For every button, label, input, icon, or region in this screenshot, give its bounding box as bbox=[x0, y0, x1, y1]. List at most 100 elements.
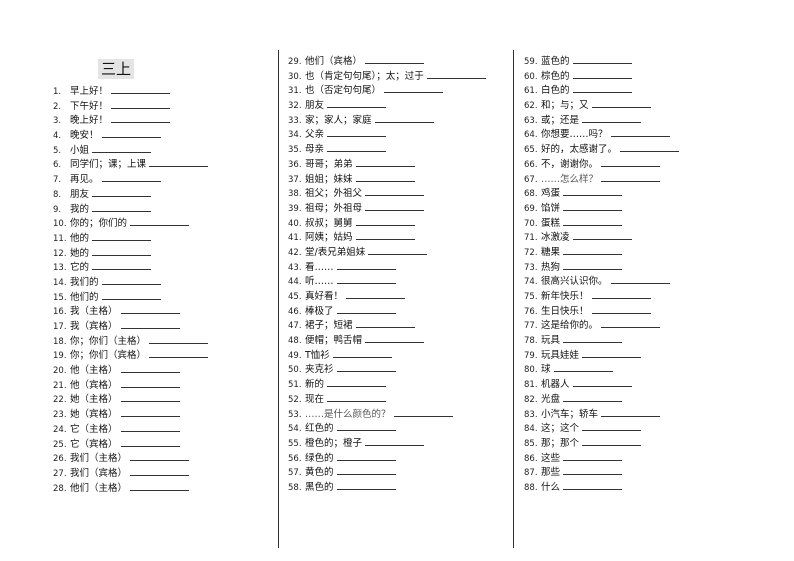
answer-blank[interactable] bbox=[563, 216, 623, 226]
answer-blank[interactable] bbox=[365, 436, 425, 446]
answer-blank[interactable] bbox=[601, 318, 661, 329]
column-2: 29. 他们（宾格） 30. 也（肯定句句尾）；太；过于 31. 也（否定句句尾） 32. 朋… bbox=[288, 54, 486, 495]
answer-blank[interactable] bbox=[130, 451, 190, 462]
answer-blank[interactable] bbox=[572, 230, 632, 241]
answer-blank[interactable] bbox=[572, 377, 632, 388]
answer-blank[interactable] bbox=[336, 362, 396, 373]
answer-blank[interactable] bbox=[582, 436, 642, 446]
answer-blank[interactable] bbox=[355, 157, 415, 167]
answer-blank[interactable] bbox=[92, 187, 152, 197]
answer-blank[interactable] bbox=[355, 172, 415, 182]
answer-blank[interactable] bbox=[563, 451, 623, 461]
answer-blank[interactable] bbox=[120, 392, 180, 403]
answer-blank[interactable] bbox=[368, 245, 428, 255]
answer-blank[interactable] bbox=[130, 466, 190, 476]
answer-blank[interactable] bbox=[582, 113, 642, 123]
answer-blank[interactable] bbox=[563, 480, 623, 490]
answer-blank[interactable] bbox=[591, 289, 651, 299]
answer-blank[interactable] bbox=[582, 348, 642, 358]
answer-blank[interactable] bbox=[149, 348, 209, 359]
answer-blank[interactable] bbox=[563, 392, 623, 402]
answer-blank[interactable] bbox=[355, 230, 415, 241]
answer-blank[interactable] bbox=[572, 83, 632, 94]
vocab-item: 38. 祖父；外祖父 bbox=[288, 186, 486, 201]
answer-blank[interactable] bbox=[92, 246, 152, 256]
answer-blank[interactable] bbox=[563, 333, 623, 344]
answer-blank[interactable] bbox=[92, 260, 152, 271]
item-number: 48. bbox=[288, 336, 302, 347]
answer-blank[interactable] bbox=[92, 143, 152, 153]
answer-blank[interactable] bbox=[601, 157, 661, 167]
item-prompt: 她（宾格） bbox=[70, 409, 118, 421]
answer-blank[interactable] bbox=[130, 216, 190, 227]
answer-blank[interactable] bbox=[327, 142, 387, 153]
answer-blank[interactable] bbox=[120, 437, 180, 447]
answer-blank[interactable] bbox=[332, 348, 392, 358]
answer-blank[interactable] bbox=[346, 289, 406, 299]
answer-blank[interactable] bbox=[365, 186, 425, 197]
answer-blank[interactable] bbox=[101, 128, 161, 139]
item-prompt: 黑色的 bbox=[305, 481, 334, 493]
answer-blank[interactable] bbox=[327, 127, 387, 138]
answer-blank[interactable] bbox=[365, 201, 425, 211]
answer-blank[interactable] bbox=[336, 465, 396, 476]
vocab-item: 46. 棒极了 bbox=[288, 304, 486, 319]
answer-blank[interactable] bbox=[120, 422, 180, 432]
answer-blank[interactable] bbox=[601, 407, 661, 417]
answer-blank[interactable] bbox=[336, 260, 396, 270]
answer-blank[interactable] bbox=[120, 304, 180, 315]
item-number: 68. bbox=[524, 189, 538, 200]
answer-blank[interactable] bbox=[384, 83, 444, 94]
answer-blank[interactable] bbox=[563, 465, 623, 476]
answer-blank[interactable] bbox=[365, 54, 425, 64]
answer-blank[interactable] bbox=[120, 319, 180, 329]
answer-blank[interactable] bbox=[327, 98, 387, 109]
answer-blank[interactable] bbox=[610, 274, 670, 285]
answer-blank[interactable] bbox=[336, 304, 396, 314]
answer-blank[interactable] bbox=[92, 231, 152, 241]
answer-blank[interactable] bbox=[563, 201, 623, 211]
item-prompt: 祖父；外祖父 bbox=[305, 188, 363, 200]
answer-blank[interactable] bbox=[610, 127, 670, 138]
answer-blank[interactable] bbox=[620, 142, 680, 153]
answer-blank[interactable] bbox=[111, 99, 171, 109]
answer-blank[interactable] bbox=[120, 378, 180, 388]
answer-blank[interactable] bbox=[601, 172, 661, 182]
answer-blank[interactable] bbox=[327, 392, 387, 402]
answer-blank[interactable] bbox=[563, 260, 623, 270]
answer-blank[interactable] bbox=[149, 157, 209, 168]
answer-blank[interactable] bbox=[572, 69, 632, 79]
answer-blank[interactable] bbox=[120, 407, 180, 418]
answer-blank[interactable] bbox=[336, 274, 396, 285]
answer-blank[interactable] bbox=[130, 481, 190, 491]
item-prompt: 母亲 bbox=[305, 144, 325, 156]
answer-blank[interactable] bbox=[101, 275, 161, 285]
answer-blank[interactable] bbox=[374, 113, 434, 123]
answer-blank[interactable] bbox=[111, 84, 171, 94]
answer-blank[interactable] bbox=[149, 334, 209, 344]
answer-blank[interactable] bbox=[92, 202, 152, 212]
answer-blank[interactable] bbox=[582, 421, 642, 432]
answer-blank[interactable] bbox=[111, 113, 171, 124]
answer-blank[interactable] bbox=[591, 304, 651, 314]
answer-blank[interactable] bbox=[101, 172, 161, 183]
answer-blank[interactable] bbox=[563, 245, 623, 255]
answer-blank[interactable] bbox=[365, 333, 425, 344]
answer-blank[interactable] bbox=[336, 421, 396, 432]
answer-blank[interactable] bbox=[101, 290, 161, 300]
answer-blank[interactable] bbox=[563, 186, 623, 197]
answer-blank[interactable] bbox=[336, 451, 396, 461]
answer-blank[interactable] bbox=[591, 98, 651, 109]
vocab-item: 53. ……是什么颜色的？ bbox=[288, 407, 486, 422]
item-prompt: 父亲 bbox=[305, 129, 325, 141]
answer-blank[interactable] bbox=[553, 362, 613, 373]
answer-blank[interactable] bbox=[572, 54, 632, 64]
vocab-item: 63. 或；还是 bbox=[524, 113, 679, 128]
answer-blank[interactable] bbox=[120, 363, 180, 374]
answer-blank[interactable] bbox=[355, 216, 415, 226]
answer-blank[interactable] bbox=[426, 69, 486, 79]
answer-blank[interactable] bbox=[355, 318, 415, 329]
answer-blank[interactable] bbox=[393, 407, 453, 417]
answer-blank[interactable] bbox=[327, 377, 387, 388]
answer-blank[interactable] bbox=[336, 480, 396, 490]
